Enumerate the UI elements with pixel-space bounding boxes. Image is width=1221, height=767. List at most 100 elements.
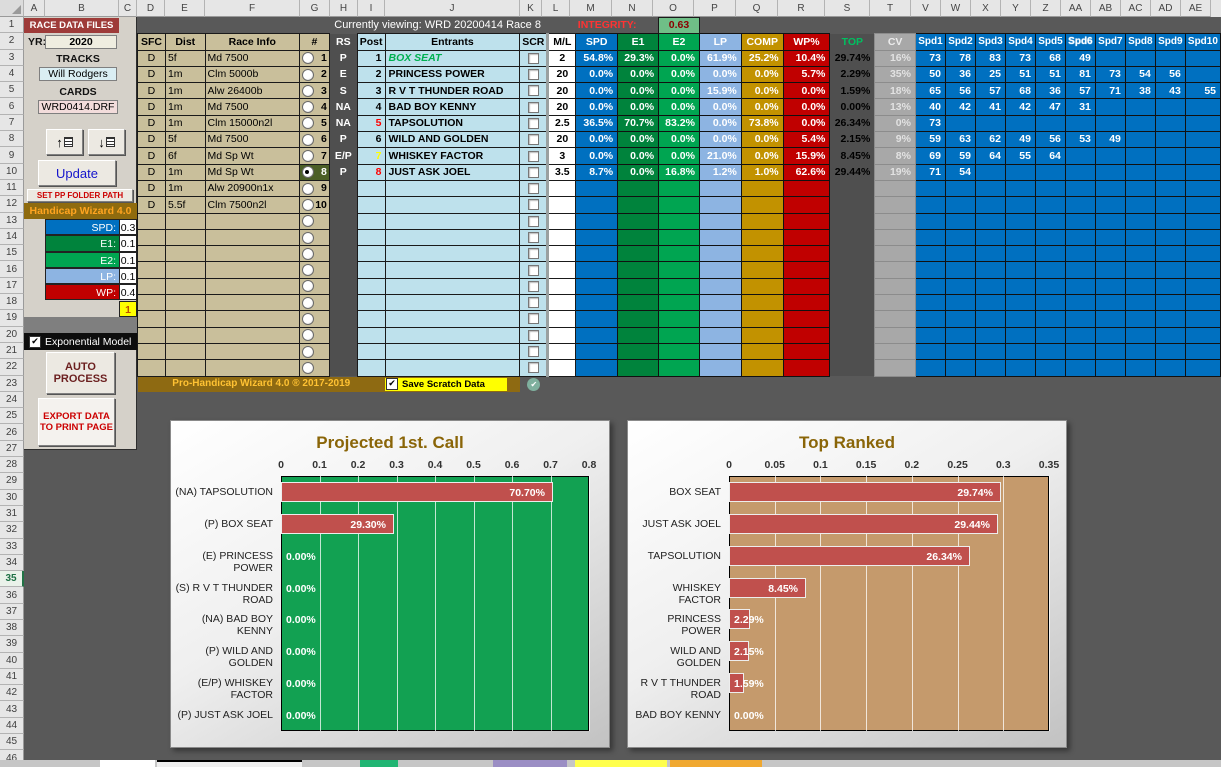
spd-figure-cell[interactable] <box>1154 179 1186 198</box>
e2-pct-cell[interactable]: 0.0% <box>658 82 700 100</box>
spd-figure-cell[interactable]: 71 <box>914 163 946 181</box>
row-header-38[interactable]: 38 <box>0 619 24 637</box>
wp-pct-cell[interactable] <box>782 326 831 344</box>
cv-pct-cell[interactable] <box>874 228 916 247</box>
year-input[interactable] <box>45 35 117 49</box>
wp-pct-cell[interactable]: 0.0% <box>782 114 831 133</box>
header-spd5[interactable]: Spd5 <box>1034 33 1066 51</box>
spd-figure-cell[interactable] <box>1154 114 1186 133</box>
entrant-name-cell[interactable] <box>384 277 521 296</box>
spd-figure-cell[interactable]: 51 <box>1034 65 1066 84</box>
spd-figure-cell[interactable] <box>1004 277 1036 296</box>
dist-cell[interactable] <box>164 310 206 328</box>
header-race-info[interactable]: Race Info <box>204 33 300 51</box>
comp-pct-cell[interactable] <box>740 342 784 361</box>
spd-figure-cell[interactable] <box>1124 277 1156 296</box>
spd-figure-cell[interactable] <box>1094 114 1126 133</box>
column-header-AB[interactable]: AB <box>1091 0 1121 17</box>
cv-pct-cell[interactable]: 8% <box>874 147 916 165</box>
lp-pct-cell[interactable]: 15.9% <box>698 82 742 100</box>
wp-pct-cell[interactable] <box>782 245 831 263</box>
sfc-cell[interactable]: D <box>137 147 166 165</box>
header-scr[interactable]: SCR <box>519 33 550 51</box>
spd-figure-cell[interactable] <box>974 212 1006 230</box>
spd-figure-cell[interactable] <box>944 342 976 361</box>
spd-pct-cell[interactable]: 8.7% <box>575 163 619 181</box>
top-pct-cell[interactable]: 2.15% <box>829 131 875 148</box>
row-header-5[interactable]: 5 <box>0 82 24 99</box>
e1-pct-cell[interactable] <box>617 196 660 214</box>
sfc-cell[interactable] <box>137 212 166 230</box>
dist-cell[interactable] <box>164 342 206 361</box>
comp-pct-cell[interactable] <box>740 359 784 377</box>
scr-checkbox[interactable] <box>527 280 539 292</box>
e2-pct-cell[interactable]: 16.8% <box>658 163 700 181</box>
spd-figure-cell[interactable] <box>1064 342 1096 361</box>
spd-figure-cell[interactable] <box>1094 342 1126 361</box>
spd-figure-cell[interactable]: 81 <box>1064 65 1096 84</box>
spd-figure-cell[interactable] <box>1094 359 1126 377</box>
race-info-cell[interactable] <box>204 359 300 377</box>
spd-figure-cell[interactable] <box>1154 98 1186 116</box>
e2-pct-cell[interactable] <box>658 294 700 312</box>
spd-figure-cell[interactable]: 69 <box>914 147 946 165</box>
column-header-H[interactable]: H <box>330 0 358 17</box>
spd-figure-cell[interactable] <box>1034 310 1066 328</box>
lp-pct-cell[interactable]: 0.0% <box>698 65 742 84</box>
race-info-cell[interactable] <box>204 294 300 312</box>
scr-cell[interactable] <box>519 228 550 247</box>
spd-figure-cell[interactable] <box>1034 245 1066 263</box>
spd-figure-cell[interactable] <box>1154 163 1186 181</box>
save-scratch-toggle[interactable]: ✔ Save Scratch Data <box>385 377 507 391</box>
row-header-10[interactable]: 10 <box>0 163 24 180</box>
column-header-G[interactable]: G <box>300 0 330 17</box>
spd-figure-cell[interactable] <box>1124 49 1156 67</box>
scr-cell[interactable] <box>519 98 550 116</box>
column-header-Z[interactable]: Z <box>1031 0 1061 17</box>
spd-figure-cell[interactable] <box>974 245 1006 263</box>
spd-figure-cell[interactable]: 38 <box>1124 82 1156 100</box>
e1-pct-cell[interactable] <box>617 310 660 328</box>
entrant-name-cell[interactable]: WILD AND GOLDEN <box>384 131 521 149</box>
wp-pct-cell[interactable] <box>782 277 831 296</box>
spd-figure-cell[interactable] <box>914 179 946 198</box>
spd-figure-cell[interactable] <box>1154 147 1186 165</box>
race-info-cell[interactable]: Md Sp Wt <box>204 163 300 181</box>
cv-pct-cell[interactable]: 35% <box>874 65 916 84</box>
spd-pct-cell[interactable]: 0.0% <box>575 147 619 165</box>
column-header-A[interactable]: A <box>24 0 45 17</box>
spd-pct-cell[interactable] <box>575 196 619 214</box>
race-select-cell[interactable]: 10 <box>298 196 330 214</box>
spd-figure-cell[interactable] <box>1184 212 1221 230</box>
spd-figure-cell[interactable] <box>974 294 1006 312</box>
header-spd4[interactable]: Spd4 <box>1004 33 1036 51</box>
race-info-cell[interactable] <box>204 261 300 279</box>
spd-pct-cell[interactable] <box>575 228 619 247</box>
e1-pct-cell[interactable] <box>617 294 660 312</box>
spd-figure-cell[interactable]: 78 <box>944 49 976 67</box>
scr-checkbox[interactable] <box>527 69 539 81</box>
top-pct-cell[interactable] <box>829 180 875 197</box>
spd-figure-cell[interactable]: 63 <box>944 131 976 149</box>
spd-figure-cell[interactable]: 83 <box>974 49 1006 67</box>
scr-checkbox[interactable] <box>527 134 539 146</box>
header-spd6[interactable]: Spd6 <box>1064 33 1096 51</box>
race-radio-2[interactable] <box>301 68 314 81</box>
row-header-44[interactable]: 44 <box>0 717 24 735</box>
spd-figure-cell[interactable] <box>944 277 976 296</box>
cv-pct-cell[interactable]: 19% <box>874 163 916 181</box>
lp-pct-cell[interactable] <box>698 359 742 377</box>
spd-figure-cell[interactable] <box>1064 245 1096 263</box>
spd-figure-cell[interactable]: 59 <box>944 147 976 165</box>
wp-pct-cell[interactable]: 0.0% <box>782 98 831 116</box>
scr-checkbox[interactable] <box>527 85 539 97</box>
spd-figure-cell[interactable] <box>1004 342 1036 361</box>
wp-pct-cell[interactable] <box>782 228 831 247</box>
spd-figure-cell[interactable] <box>1184 261 1221 279</box>
race-select-cell[interactable]: 3 <box>298 82 330 100</box>
race-select-cell[interactable] <box>298 261 330 279</box>
race-radio-3[interactable] <box>301 84 314 97</box>
spd-figure-cell[interactable] <box>1064 196 1096 214</box>
spd-figure-cell[interactable] <box>1094 49 1126 67</box>
spd-figure-cell[interactable] <box>914 359 946 377</box>
